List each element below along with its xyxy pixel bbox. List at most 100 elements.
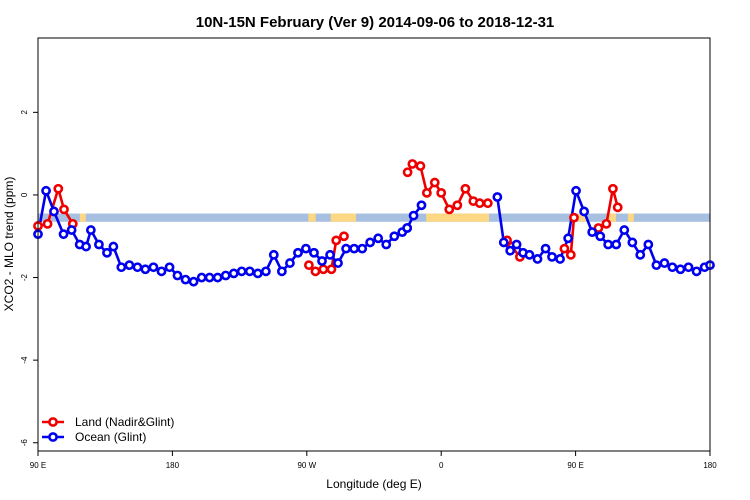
data-point-series-1 — [651, 260, 662, 271]
data-point-series-0 — [482, 198, 493, 209]
y-axis-label: XCO2 - MLO trend (ppm) — [2, 177, 16, 312]
data-point-series-1 — [309, 247, 319, 258]
data-point-series-1 — [555, 254, 565, 264]
y-tick-label: -6 — [20, 439, 29, 447]
data-point-series-1 — [85, 225, 96, 235]
x-tick-label: 180 — [166, 461, 180, 470]
data-point-series-1 — [58, 229, 69, 240]
x-tick-label: 90 W — [297, 461, 316, 470]
band-land-segment — [606, 213, 616, 222]
data-point-series-1 — [301, 243, 311, 254]
data-point-series-1 — [683, 262, 694, 273]
data-point-series-0 — [460, 183, 471, 194]
legend: Land (Nadir&Glint)Ocean (Glint) — [42, 415, 174, 444]
data-point-series-1 — [341, 243, 351, 254]
data-point-series-0 — [310, 266, 321, 277]
data-point-series-0 — [569, 212, 579, 223]
data-point-series-1 — [595, 231, 606, 242]
x-tick-label: 0 — [439, 461, 444, 470]
data-point-series-0 — [429, 177, 440, 188]
data-point-series-1 — [293, 247, 303, 258]
band-land-segment — [330, 213, 357, 222]
plot-frame — [37, 37, 711, 452]
data-point-series-1 — [619, 225, 630, 235]
data-point-series-1 — [611, 239, 622, 250]
data-point-series-1 — [180, 274, 191, 285]
data-point-series-1 — [635, 249, 646, 260]
data-point-series-1 — [325, 249, 335, 260]
data-point-series-0 — [444, 204, 455, 215]
data-point-series-0 — [601, 218, 612, 229]
data-point-series-1 — [511, 239, 522, 250]
data-point-series-0 — [593, 223, 604, 233]
data-point-series-0 — [612, 202, 623, 213]
legend-label-1: Ocean (Glint) — [75, 430, 146, 444]
band-ocean — [38, 213, 710, 222]
data-point-series-0 — [452, 200, 463, 211]
x-axis-label: Longitude (deg E) — [326, 477, 421, 491]
data-point-series-1 — [172, 270, 183, 281]
data-point-series-1 — [164, 262, 175, 273]
data-point-series-1 — [228, 268, 239, 279]
data-point-series-0 — [407, 159, 418, 169]
data-point-series-1 — [365, 237, 376, 248]
data-point-series-1 — [49, 206, 59, 217]
data-point-series-1 — [140, 264, 151, 275]
data-point-series-1 — [41, 185, 51, 196]
data-point-series-1 — [268, 249, 279, 260]
data-point-series-1 — [236, 266, 247, 277]
data-point-series-1 — [244, 266, 255, 277]
data-point-series-1 — [66, 225, 77, 235]
data-point-series-0 — [559, 243, 570, 254]
data-point-series-1 — [571, 185, 581, 196]
y-tick-label: 2 — [20, 110, 29, 115]
legend-marker-0 — [48, 417, 58, 427]
data-point-series-0 — [474, 198, 485, 209]
band-land-segment — [308, 213, 316, 222]
data-point-series-1 — [333, 258, 343, 268]
x-tick-label: 90 E — [567, 461, 583, 470]
data-point-series-1 — [81, 241, 91, 252]
band-land-segment — [426, 213, 489, 222]
x-axis: 90 E 180 90 W 0 90 E 180 — [30, 451, 717, 470]
data-point-series-0 — [318, 264, 329, 275]
data-point-series-1 — [498, 237, 509, 248]
data-point-series-1 — [116, 262, 127, 273]
data-point-series-1 — [108, 241, 119, 252]
data-point-series-1 — [188, 276, 199, 287]
data-point-series-1 — [416, 200, 427, 211]
y-tick-label: -2 — [20, 273, 29, 281]
y-axis: 2 0 -2 -4 -6 — [20, 110, 38, 447]
data-point-series-1 — [196, 272, 207, 283]
data-point-series-1 — [373, 233, 384, 244]
series-line-1 — [36, 189, 409, 284]
data-point-series-1 — [540, 243, 551, 254]
data-point-series-1 — [148, 262, 159, 273]
data-point-series-1 — [579, 206, 590, 217]
data-point-series-0 — [53, 183, 64, 194]
band-land-segment — [627, 213, 634, 222]
data-point-series-0 — [402, 167, 413, 178]
data-point-series-1 — [212, 272, 223, 283]
data-point-series-1 — [627, 237, 638, 248]
data-point-series-1 — [659, 258, 670, 268]
data-point-series-0 — [331, 235, 342, 246]
y-tick-label: -4 — [20, 356, 29, 364]
data-point-series-0 — [608, 183, 618, 194]
series-points — [33, 159, 715, 287]
data-point-series-1 — [156, 266, 167, 277]
data-point-series-1 — [524, 249, 535, 260]
data-point-series-0 — [436, 187, 447, 198]
data-point-series-0 — [59, 204, 69, 215]
data-point-series-1 — [124, 260, 135, 271]
data-point-series-1 — [357, 243, 368, 254]
data-point-series-1 — [587, 227, 598, 238]
data-point-series-1 — [381, 239, 392, 250]
data-point-series-1 — [389, 231, 400, 242]
data-point-series-1 — [94, 239, 104, 250]
data-point-series-0 — [415, 161, 426, 171]
data-point-series-0 — [326, 264, 337, 275]
data-point-series-0 — [421, 187, 432, 198]
data-point-series-1 — [317, 256, 327, 266]
